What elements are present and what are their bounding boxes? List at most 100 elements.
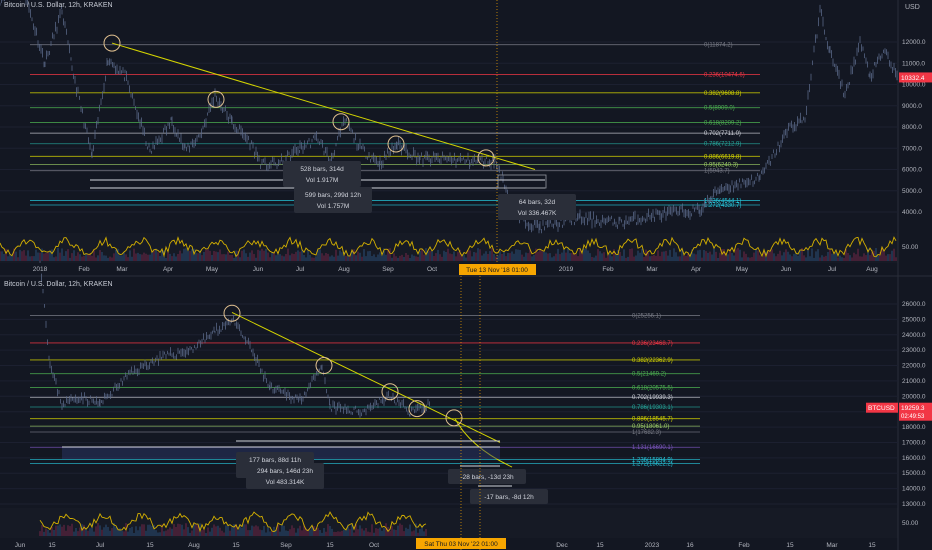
fib-level-label: 1.236(4544.1) <box>704 198 741 204</box>
y-tick-label: 25000.0 <box>902 316 926 323</box>
x-tick-label: 15 <box>596 542 604 549</box>
fib-level-label: 0.382(9608.8) <box>704 91 741 97</box>
currency-label: USD <box>905 4 920 11</box>
x-tick-label: 15 <box>326 542 334 549</box>
bottom-trendline <box>231 312 501 443</box>
x-tick-label: Feb <box>738 542 750 549</box>
fib-level-label: 0.702(7711.0) <box>704 131 741 137</box>
bottom-price-label: 19259.3 <box>901 405 925 412</box>
projection-curve <box>454 418 513 468</box>
x-tick-label: Jul <box>96 542 105 549</box>
bottom-measure-1-box <box>246 463 324 489</box>
top-chart-title: Bitcoin / U.S. Dollar, 12h, KRAKEN <box>4 2 113 9</box>
y-tick-label: 8000.0 <box>902 124 922 131</box>
fib-level-label: 1.272(4330.7) <box>704 203 741 209</box>
x-tick-label: Mar <box>646 266 658 273</box>
y-tick-label: 18000.0 <box>902 424 926 431</box>
y-tick-label: 9000.0 <box>902 103 922 110</box>
bottom-date-badge-label: Sat Thu 03 Nov '22 01:00 <box>424 541 498 548</box>
bottom-measure-2-label: 177 bars, 88d 11h <box>249 457 301 464</box>
x-tick-label: May <box>736 266 749 273</box>
x-tick-label: Apr <box>163 266 174 273</box>
top-measure-3-label: 64 bars, 32d <box>519 199 556 206</box>
fib-level-label: 0.786(19303.1) <box>632 405 673 411</box>
top-measure-2-label: Vol 1.757M <box>317 203 350 210</box>
x-tick-label: 15 <box>786 542 794 549</box>
bottom-symbol-badge <box>866 402 898 413</box>
bottom-measure-1-label: 294 bars, 146d 23h <box>257 468 313 475</box>
y-tick-label: 22000.0 <box>902 363 926 370</box>
x-tick-label: 15 <box>48 542 56 549</box>
oscillator-tick-label: 50.00 <box>902 244 919 251</box>
x-tick-label: Mar <box>116 266 128 273</box>
fib-level-label: 0(11874.2) <box>704 43 733 49</box>
bottom-measure-4-label: -17 bars, -8d 12h <box>484 494 534 501</box>
top-oscillator-line <box>0 236 897 258</box>
touch-circle <box>477 149 495 167</box>
fib-level-label: 1.272(15622.2) <box>632 462 673 468</box>
x-tick-label: Aug <box>188 542 200 549</box>
top-measure-1-label: Vol 1.917M <box>306 177 339 184</box>
bottom-price-badge <box>899 402 932 421</box>
fib-level-label: 0(25256.1) <box>632 313 661 319</box>
x-tick-label: Apr <box>691 266 702 273</box>
bottom-measure-1-label: Vol 483.314K <box>266 479 305 486</box>
top-measure-2-box <box>294 187 372 213</box>
y-tick-label: 16000.0 <box>902 455 926 462</box>
bottom-measure-3-box <box>448 469 526 484</box>
x-tick-label: Mar <box>826 542 838 549</box>
y-tick-label: 10000.0 <box>902 82 926 89</box>
x-tick-label: Jul <box>828 266 837 273</box>
y-tick-label: 15000.0 <box>902 470 926 477</box>
fib-level-label: 0.618(8209.2) <box>704 121 741 127</box>
touch-circle <box>103 34 121 52</box>
measure-range <box>497 174 547 189</box>
x-tick-label: 15 <box>146 542 154 549</box>
x-tick-label: Jun <box>781 266 792 273</box>
fib-level-label: 0.5(8909.0) <box>704 106 735 112</box>
x-tick-label: Sep <box>382 266 394 273</box>
y-tick-label: 24000.0 <box>902 332 926 339</box>
y-tick-label: 4000.0 <box>902 209 922 216</box>
top-measure-3-box <box>498 194 576 220</box>
fib-level-label: 1(5943.7) <box>704 169 730 175</box>
oscillator-tick-label: 50.00 <box>902 520 919 527</box>
x-tick-label: 2023 <box>645 542 660 549</box>
touch-circle <box>315 357 333 375</box>
y-tick-label: 21000.0 <box>902 378 926 385</box>
fib-level-label: 1.131(16690.1) <box>632 445 673 451</box>
top-price-badge <box>899 72 932 83</box>
touch-circle <box>332 113 350 131</box>
bottom-chart-title: Bitcoin / U.S. Dollar, 12h, KRAKEN <box>4 281 113 288</box>
bottom-measure-3-label: -28 bars, -13d 23h <box>460 474 514 481</box>
fib-level-label: 0.618(20575.5) <box>632 385 673 391</box>
top-trendline <box>111 42 536 170</box>
bottom-date-badge <box>416 538 506 549</box>
y-tick-label: 23000.0 <box>902 347 926 354</box>
fib-level-label: 0.236(10474.6) <box>704 72 745 78</box>
top-date-badge-label: Tue 13 Nov '18 01:00 <box>466 267 528 274</box>
touch-circle <box>207 90 225 108</box>
x-tick-label: Jun <box>15 542 26 549</box>
x-tick-label: Dec <box>556 542 568 549</box>
fib-level-label: 0.886(18545.7) <box>632 417 673 423</box>
x-tick-label: 15 <box>868 542 876 549</box>
bottom-measure-4-box <box>470 489 548 504</box>
fib-level-label: 0.886(6619.8) <box>704 154 741 160</box>
x-tick-label: 2018 <box>33 266 48 273</box>
top-measure-3-label: Vol 336.467K <box>518 210 557 217</box>
x-tick-label: 16 <box>686 542 694 549</box>
top-date-badge <box>459 264 536 275</box>
x-tick-label: May <box>206 266 219 273</box>
y-tick-label: 20000.0 <box>902 393 926 400</box>
top-measure-2-label: 599 bars, 299d 12h <box>305 192 361 199</box>
x-tick-label: Aug <box>338 266 350 273</box>
bottom-symbol-label: BTCUSD <box>868 405 895 412</box>
touch-circle <box>223 304 241 322</box>
y-tick-label: 13000.0 <box>902 501 926 508</box>
fib-level-label: 0.702(19939.3) <box>632 395 673 401</box>
top-measure-1-label: 528 bars, 314d <box>300 166 344 173</box>
y-tick-label: 6000.0 <box>902 167 922 174</box>
